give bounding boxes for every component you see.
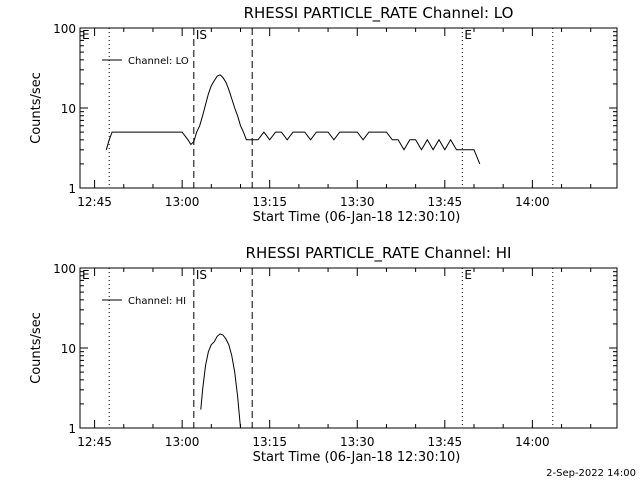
marker-label: E xyxy=(464,28,472,42)
y-axis-label: Counts/sec xyxy=(29,312,44,384)
x-tick-label: 13:00 xyxy=(165,435,200,449)
plot-frame xyxy=(79,27,618,189)
y-tick-label: 1 xyxy=(68,182,76,196)
x-tick-label: 13:15 xyxy=(252,435,287,449)
x-tick-label: 12:45 xyxy=(77,435,112,449)
chart-panel-1: RHESSI PARTICLE_RATE Channel: LO 1 10 100 12… xyxy=(29,4,618,225)
marker-label: IS xyxy=(196,28,207,42)
marker-label: IS xyxy=(196,268,207,282)
series-line xyxy=(200,333,241,429)
chart-title: RHESSI PARTICLE_RATE Channel: HI xyxy=(246,244,512,263)
marker-label: E xyxy=(464,268,472,282)
plot-frame xyxy=(79,267,618,429)
x-tick-label: 14:00 xyxy=(515,195,550,209)
x-tick-label: 13:00 xyxy=(165,195,200,209)
x-axis-label: Start Time (06-Jan-18 12:30:10) xyxy=(253,450,461,465)
chart-panel-2: RHESSI PARTICLE_RATE Channel: HI 1 10 100 12… xyxy=(29,244,618,465)
x-tick-label: 13:30 xyxy=(340,195,375,209)
y-tick-label: 10 xyxy=(61,342,76,356)
y-tick-label: 100 xyxy=(53,262,76,276)
marker-label: E xyxy=(82,268,90,282)
marker-label: E xyxy=(82,28,90,42)
chart-title: RHESSI PARTICLE_RATE Channel: LO xyxy=(244,4,514,23)
y-tick-label: 1 xyxy=(68,422,76,436)
date-stamp: 2-Sep-2022 14:00 xyxy=(546,468,636,479)
x-tick-label: 13:15 xyxy=(252,195,287,209)
series-line xyxy=(105,74,481,165)
y-tick-label: 10 xyxy=(61,102,76,116)
legend-label: Channel: LO xyxy=(128,56,189,67)
y-axis-label: Counts/sec xyxy=(29,72,44,144)
x-tick-label: 12:45 xyxy=(77,195,112,209)
x-tick-label: 14:00 xyxy=(515,435,550,449)
y-tick-label: 100 xyxy=(53,22,76,36)
x-axis-label: Start Time (06-Jan-18 12:30:10) xyxy=(253,210,461,225)
x-tick-label: 13:45 xyxy=(428,435,463,449)
x-tick-label: 13:45 xyxy=(428,195,463,209)
x-tick-label: 13:30 xyxy=(340,435,375,449)
legend-label: Channel: HI xyxy=(128,296,186,307)
